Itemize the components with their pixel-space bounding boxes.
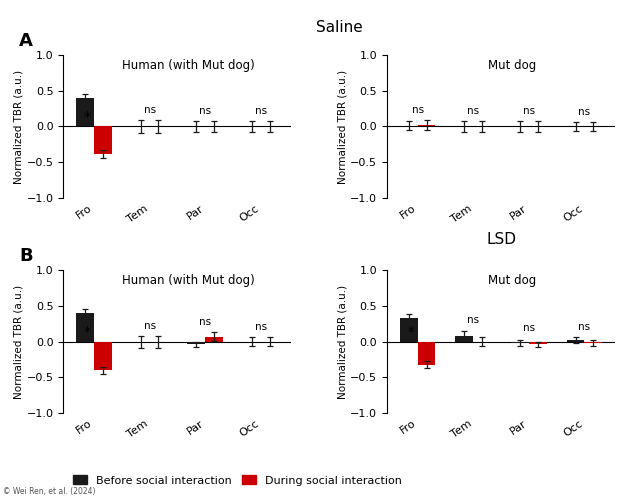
Y-axis label: Normalized TBR (a.u.): Normalized TBR (a.u.) — [14, 284, 24, 399]
Bar — [585, 342, 602, 343]
Y-axis label: Normalized TBR (a.u.): Normalized TBR (a.u.) — [337, 69, 347, 184]
Text: ns: ns — [523, 107, 535, 117]
Bar — [529, 342, 547, 345]
Text: ns: ns — [255, 322, 267, 332]
Text: © Wei Ren, et al. (2024): © Wei Ren, et al. (2024) — [3, 487, 96, 496]
Bar — [76, 313, 94, 342]
Bar — [188, 342, 205, 345]
Text: ns: ns — [523, 323, 535, 333]
Y-axis label: Normalized TBR (a.u.): Normalized TBR (a.u.) — [14, 69, 24, 184]
Text: ns: ns — [143, 106, 155, 116]
Bar — [205, 337, 223, 342]
Bar — [418, 342, 436, 365]
Text: Human (with Mut dog): Human (with Mut dog) — [122, 59, 255, 72]
Bar — [94, 126, 112, 154]
Text: B: B — [19, 247, 32, 265]
Text: ns: ns — [411, 105, 424, 115]
Legend: Before social interaction, During social interaction: Before social interaction, During social… — [69, 471, 406, 490]
Text: ns: ns — [578, 322, 590, 332]
Text: Human (with Mut dog): Human (with Mut dog) — [122, 274, 255, 287]
Text: ns: ns — [578, 107, 590, 117]
Text: Mut dog: Mut dog — [488, 274, 536, 287]
Text: *: * — [408, 326, 415, 340]
Bar — [418, 125, 436, 126]
Text: Mut dog: Mut dog — [488, 59, 536, 72]
Text: ns: ns — [467, 316, 479, 326]
Bar — [94, 342, 112, 371]
Text: LSD: LSD — [486, 232, 516, 247]
Bar — [511, 342, 529, 343]
Bar — [455, 336, 473, 342]
Text: Saline: Saline — [316, 20, 363, 35]
Text: ns: ns — [199, 317, 211, 327]
Text: A: A — [19, 32, 33, 50]
Bar — [567, 340, 585, 342]
Text: *: * — [84, 111, 91, 124]
Text: *: * — [84, 326, 91, 340]
Text: ns: ns — [143, 321, 155, 331]
Bar — [400, 318, 418, 342]
Y-axis label: Normalized TBR (a.u.): Normalized TBR (a.u.) — [337, 284, 347, 399]
Text: ns: ns — [199, 106, 211, 116]
Text: ns: ns — [255, 106, 267, 116]
Bar — [76, 98, 94, 126]
Text: ns: ns — [467, 106, 479, 116]
